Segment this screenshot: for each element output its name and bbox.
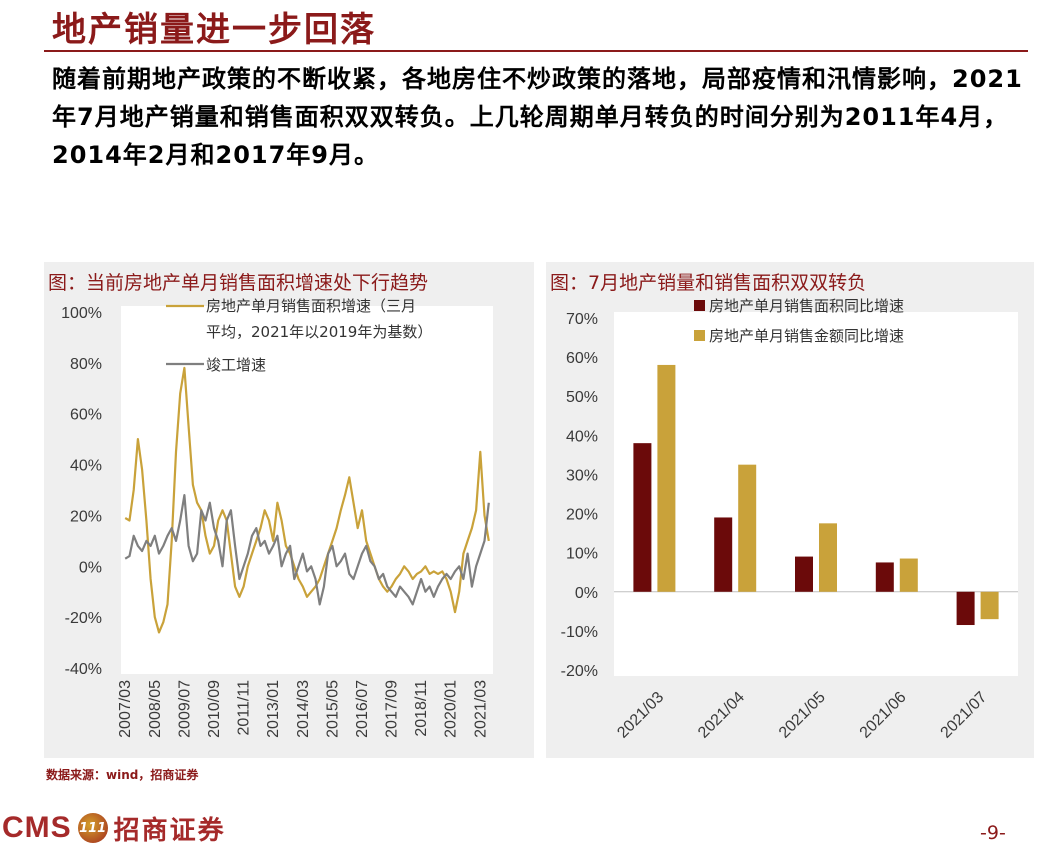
bar-sales-area bbox=[956, 591, 975, 626]
x-tick-label: 2021/03 bbox=[472, 680, 489, 738]
bar-chart-panel: 图：7月地产销量和销售面积双双转负 70% 60% 50% 40% 30% 20% 10% 0… bbox=[546, 262, 1034, 758]
bar-sales-area bbox=[633, 443, 652, 592]
bar-chart: 70% 60% 50% 40% 30% 20% 10% 0% -10% -20% 2021/03 20… bbox=[561, 297, 1018, 742]
logo-company-name: 招商证券 bbox=[113, 815, 226, 846]
legend-label: 平均，2021年以2019年为基数） bbox=[206, 323, 432, 341]
y-tick-label: -40% bbox=[65, 661, 102, 678]
y-tick-label: 60% bbox=[566, 350, 598, 367]
x-tick-label: 2013/01 bbox=[265, 680, 282, 738]
x-tick-label: 2011/11 bbox=[236, 680, 253, 736]
bar-sales-amount bbox=[819, 523, 837, 592]
page-title: 地产销量进一步回落 bbox=[52, 10, 376, 50]
legend-label: 房地产单月销售面积同比增速 bbox=[709, 297, 904, 315]
y-tick-label: 60% bbox=[70, 407, 102, 424]
bar-sales-amount bbox=[899, 558, 918, 592]
title-divider bbox=[44, 50, 1028, 52]
y-tick-label: 100% bbox=[61, 305, 102, 322]
bar-sales-area bbox=[875, 562, 894, 592]
y-tick-label: -20% bbox=[561, 663, 598, 680]
y-tick-label: 80% bbox=[70, 356, 102, 373]
y-tick-label: -10% bbox=[561, 624, 598, 641]
x-tick-label: 2014/03 bbox=[295, 680, 312, 738]
x-tick-label: 2021/03 bbox=[614, 689, 667, 742]
y-tick-label: 40% bbox=[70, 458, 102, 475]
x-tick-label: 2016/07 bbox=[354, 680, 371, 738]
x-tick-label: 2021/04 bbox=[695, 689, 748, 742]
legend-label: 房地产单月销售面积增速（三月 bbox=[206, 297, 416, 315]
logo-cms-text: CMS bbox=[2, 811, 72, 844]
y-tick-label: 20% bbox=[70, 508, 102, 525]
plot-area bbox=[614, 312, 1018, 676]
x-tick-label: 2018/11 bbox=[413, 680, 430, 737]
bar-sales-amount bbox=[980, 591, 999, 620]
line-chart: 100% 80% 60% 40% 20% 0% -20% -40% 2007/03 2008/05… bbox=[61, 297, 493, 738]
x-tick-label: 2017/09 bbox=[384, 680, 401, 738]
logo-badge-icon: 111 bbox=[77, 813, 108, 843]
bar-sales-area bbox=[714, 517, 733, 592]
bar-sales-amount bbox=[657, 364, 676, 592]
legend-swatch bbox=[694, 300, 705, 311]
x-tick-label: 2021/06 bbox=[857, 689, 910, 742]
y-tick-label: 0% bbox=[575, 585, 598, 602]
y-tick-label: 20% bbox=[566, 507, 598, 524]
bar-chart-title: 图：7月地产销量和销售面积双双转负 bbox=[550, 272, 867, 294]
x-tick-label: 2020/01 bbox=[443, 680, 460, 738]
x-tick-label: 2021/05 bbox=[776, 689, 829, 742]
series-line-sales-area bbox=[124, 366, 490, 634]
data-source: 数据来源：wind，招商证券 bbox=[46, 768, 199, 782]
y-tick-label: 10% bbox=[566, 546, 598, 563]
y-tick-label: 0% bbox=[79, 559, 102, 576]
legend-label: 房地产单月销售金额同比增速 bbox=[709, 327, 904, 345]
company-logo: CMS 111 招商证券 bbox=[2, 808, 226, 848]
x-tick-label: 2021/07 bbox=[938, 689, 991, 742]
x-tick-label: 2010/09 bbox=[206, 680, 223, 738]
y-tick-label: -20% bbox=[65, 610, 102, 627]
summary-text: 随着前期地产政策的不断收紧，各地房住不炒政策的落地，局部疫情和汛情影响，2021… bbox=[52, 65, 1023, 169]
x-tick-label: 2009/07 bbox=[176, 680, 193, 738]
bar-sales-amount bbox=[738, 464, 757, 592]
line-chart-title: 图：当前房地产单月销售面积增速处下行趋势 bbox=[48, 272, 429, 294]
y-tick-label: 70% bbox=[566, 311, 598, 328]
y-tick-label: 40% bbox=[566, 428, 598, 445]
x-tick-label: 2008/05 bbox=[147, 680, 164, 738]
series-line-completion bbox=[124, 494, 490, 606]
legend-label: 竣工增速 bbox=[206, 356, 266, 374]
legend-swatch bbox=[694, 330, 705, 341]
y-tick-label: 50% bbox=[566, 389, 598, 406]
x-tick-label: 2015/05 bbox=[324, 680, 341, 738]
line-chart-panel: 图：当前房地产单月销售面积增速处下行趋势 100% 80% 60% 40% 20% 0% -… bbox=[44, 262, 534, 758]
bar-sales-area bbox=[795, 556, 813, 592]
page-number: -9- bbox=[980, 822, 1006, 844]
x-tick-label: 2007/03 bbox=[117, 680, 134, 738]
y-tick-label: 30% bbox=[566, 467, 598, 484]
plot-area bbox=[121, 306, 493, 674]
